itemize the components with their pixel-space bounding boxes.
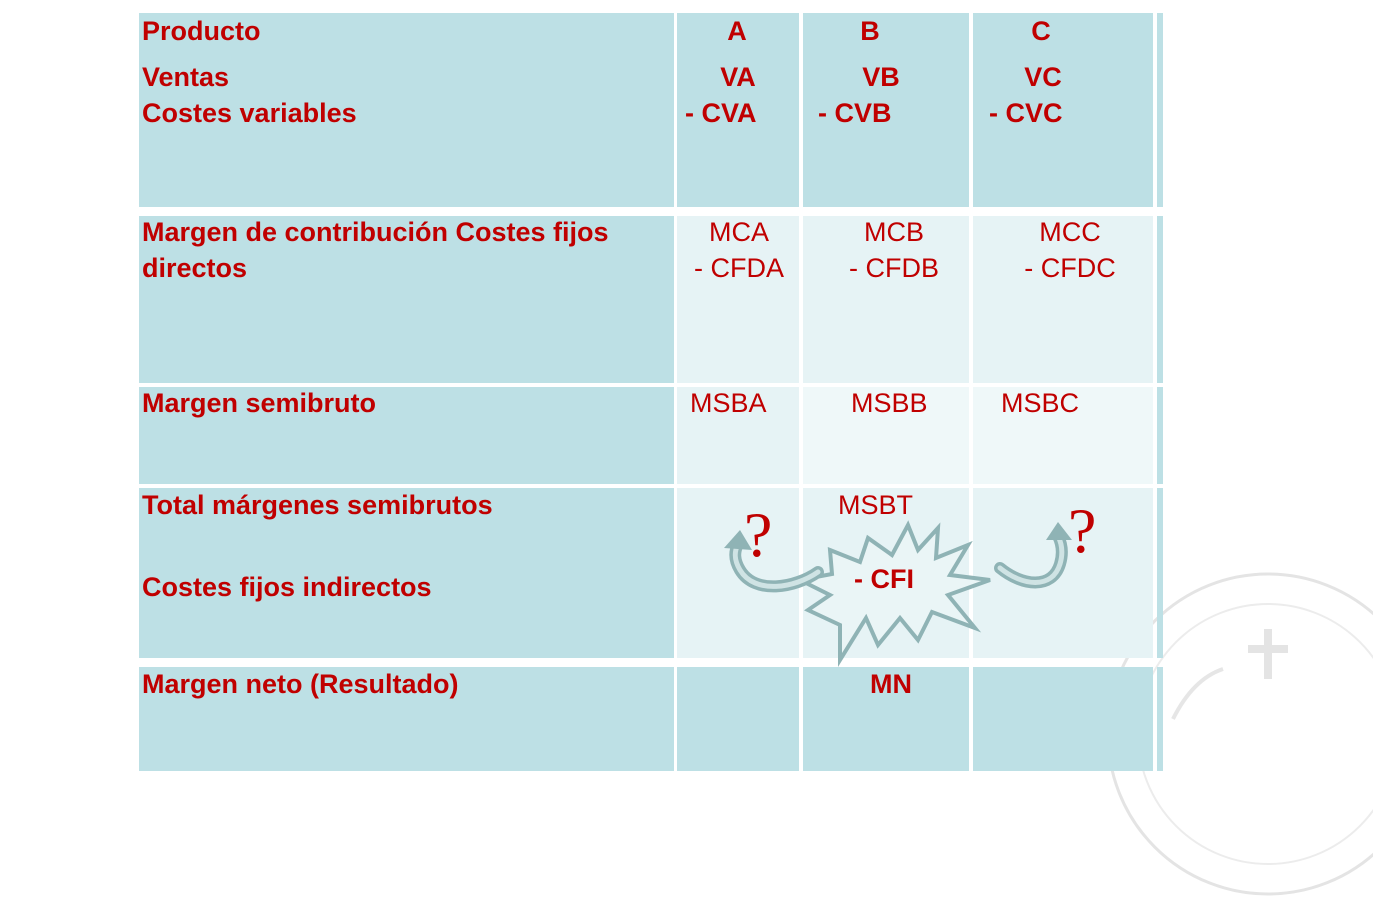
row-mn-b-cell — [803, 667, 969, 771]
arrowhead-left-icon — [724, 530, 752, 550]
row-mc-a-cell — [677, 216, 799, 383]
cfi-value: - CFI — [854, 564, 914, 594]
row-msb-extra-cell — [1157, 387, 1163, 484]
row-mc-extra-cell — [1157, 216, 1163, 383]
header-column-a: A — [727, 16, 747, 46]
row-ventas-b-cell — [803, 13, 969, 207]
msba-value: MSBA — [690, 388, 767, 418]
ventas-label: Ventas — [142, 62, 230, 92]
cfdb-value: - CFDB — [849, 253, 939, 283]
row-total-label-cell — [139, 488, 674, 658]
ventas-a-value: VA — [720, 62, 756, 92]
row-msb-b-cell — [803, 387, 969, 484]
mcb-value: MCB — [864, 217, 924, 247]
total-margenes-label: Total márgenes semibrutos — [142, 490, 493, 520]
row-mn-label-cell — [139, 667, 674, 771]
margen-semibruto-label: Margen semibruto — [142, 388, 377, 418]
arrowhead-right-icon — [1046, 522, 1072, 540]
cv-c-value: - CVC — [989, 98, 1063, 128]
starburst-icon — [793, 520, 991, 668]
mn-value: MN — [870, 669, 912, 699]
row-msb-c-cell — [973, 387, 1153, 484]
margen-contribucion-label: Margen de contribución Costes fijos — [142, 217, 609, 247]
mca-value: MCA — [709, 217, 769, 247]
cfi-starburst-diagram — [724, 520, 1072, 668]
header-column-b: B — [860, 16, 880, 46]
row-mn-a-cell — [677, 667, 799, 771]
header-column-c: C — [1031, 16, 1051, 46]
row-mc-b-cell — [803, 216, 969, 383]
header-producto-label: Producto — [142, 16, 261, 46]
margen-neto-label: Margen neto (Resultado) — [142, 669, 459, 699]
row-mn-extra-cell — [1157, 667, 1163, 771]
costes-variables-label: Costes variables — [142, 98, 357, 128]
ventas-b-value: VB — [862, 62, 900, 92]
cfdc-value: - CFDC — [1024, 253, 1116, 283]
row-ventas-a-cell — [677, 13, 799, 207]
msbc-value: MSBC — [1001, 388, 1080, 418]
costes-fijos-indirectos-label: Costes fijos indirectos — [142, 572, 432, 602]
row-mc-c-cell — [973, 216, 1153, 383]
row-total-extra-cell — [1157, 488, 1163, 658]
row-ventas-extra-cell — [1157, 13, 1163, 207]
row-mc-label-cell — [139, 216, 674, 383]
question-mark-left: ? — [744, 499, 773, 570]
row-mn-c-cell — [973, 667, 1153, 771]
ventas-c-value: VC — [1024, 62, 1062, 92]
cv-a-value: - CVA — [685, 98, 757, 128]
row-ventas-label-cell — [139, 13, 674, 207]
cfda-value: - CFDA — [694, 253, 784, 283]
row-msb-label-cell — [139, 387, 674, 484]
directos-label: directos — [142, 253, 248, 283]
msbb-value: MSBB — [851, 388, 928, 418]
row-ventas-c-cell — [973, 13, 1153, 207]
msbt-value: MSBT — [838, 490, 914, 520]
question-mark-right: ? — [1068, 495, 1097, 566]
cv-b-value: - CVB — [818, 98, 892, 128]
row-msb-a-cell — [677, 387, 799, 484]
mcc-value: MCC — [1039, 217, 1101, 247]
